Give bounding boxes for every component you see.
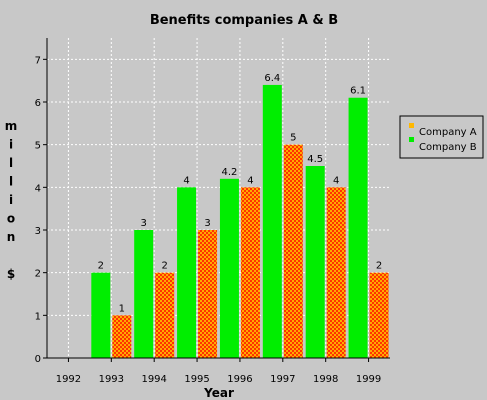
data-label-company-b: 4 (183, 175, 189, 186)
data-label-company-b: 3 (141, 218, 147, 229)
legend-swatch-company-b (409, 137, 414, 142)
y-tick-label: 6 (35, 98, 41, 109)
y-tick-label: 3 (35, 226, 41, 237)
data-label-company-b: 2 (98, 261, 104, 272)
x-tick-label: 1998 (313, 374, 338, 385)
y-tick-label: 1 (35, 311, 41, 322)
y-axis-title-letter: o (7, 212, 15, 226)
x-tick-label: 1997 (270, 374, 295, 385)
x-tick-label: 1999 (356, 374, 381, 385)
bar-company-b (219, 178, 239, 358)
data-label-company-a: 2 (376, 261, 382, 272)
y-axis-title-letter: $ (7, 267, 15, 281)
y-axis-title-letter: l (9, 156, 13, 170)
bar-company-b (262, 84, 282, 358)
bar-company-b (177, 187, 197, 358)
x-tick-label: 1993 (99, 374, 124, 385)
x-tick-label: 1992 (56, 374, 81, 385)
data-label-company-b: 4.5 (307, 154, 323, 165)
bars (91, 84, 389, 358)
y-axis-title-letter: m (5, 119, 18, 133)
data-label-company-b: 6.4 (264, 73, 280, 84)
data-label-company-a: 2 (162, 261, 168, 272)
y-tick-label: 7 (35, 55, 41, 66)
legend-label-company-b: Company B (419, 142, 477, 153)
data-label-company-a: 4 (333, 175, 339, 186)
legend: Company A Company B (399, 115, 484, 159)
data-labels: 2 1 3 2 4 3 4.2 4 6.4 5 4.5 4 6.1 2 (98, 73, 383, 314)
y-axis-title-letter: i (9, 138, 13, 152)
bar-company-a (155, 272, 175, 358)
data-label-company-a: 3 (204, 218, 210, 229)
legend-swatch-company-a (409, 123, 414, 128)
axes: 0 1 2 3 4 5 6 7 1992 1993 1994 1995 1996 1997 1998 1999 (35, 38, 390, 385)
x-axis-title: Year (203, 386, 234, 400)
bar-company-b (348, 97, 368, 358)
x-tick-label: 1996 (227, 374, 252, 385)
bar-company-b (305, 166, 325, 358)
x-tick-label: 1995 (184, 374, 209, 385)
y-axis-title-letter: i (9, 193, 13, 207)
bar-company-a (283, 144, 303, 358)
y-tick-label: 5 (35, 141, 41, 152)
bar-company-a (198, 230, 218, 358)
bar-company-a (112, 315, 132, 358)
bar-company-b (134, 230, 154, 358)
x-tick-label: 1994 (141, 374, 166, 385)
bar-company-a (369, 272, 389, 358)
chart-title: Benefits companies A & B (150, 13, 338, 28)
data-label-company-b: 6.1 (350, 86, 366, 97)
bar-company-b (91, 272, 111, 358)
legend-label-company-a: Company A (419, 127, 477, 138)
data-label-company-a: 1 (119, 303, 125, 314)
bar-company-a (326, 187, 346, 358)
data-label-company-a: 4 (247, 175, 253, 186)
y-axis-title-letter: n (7, 230, 16, 244)
bar-company-a (240, 187, 260, 358)
y-tick-label: 0 (35, 354, 41, 365)
data-label-company-a: 5 (290, 133, 296, 144)
data-label-company-b: 4.2 (221, 167, 237, 178)
y-tick-label: 4 (35, 183, 41, 194)
y-tick-label: 2 (35, 269, 41, 280)
y-axis-title-letter: l (9, 175, 13, 189)
